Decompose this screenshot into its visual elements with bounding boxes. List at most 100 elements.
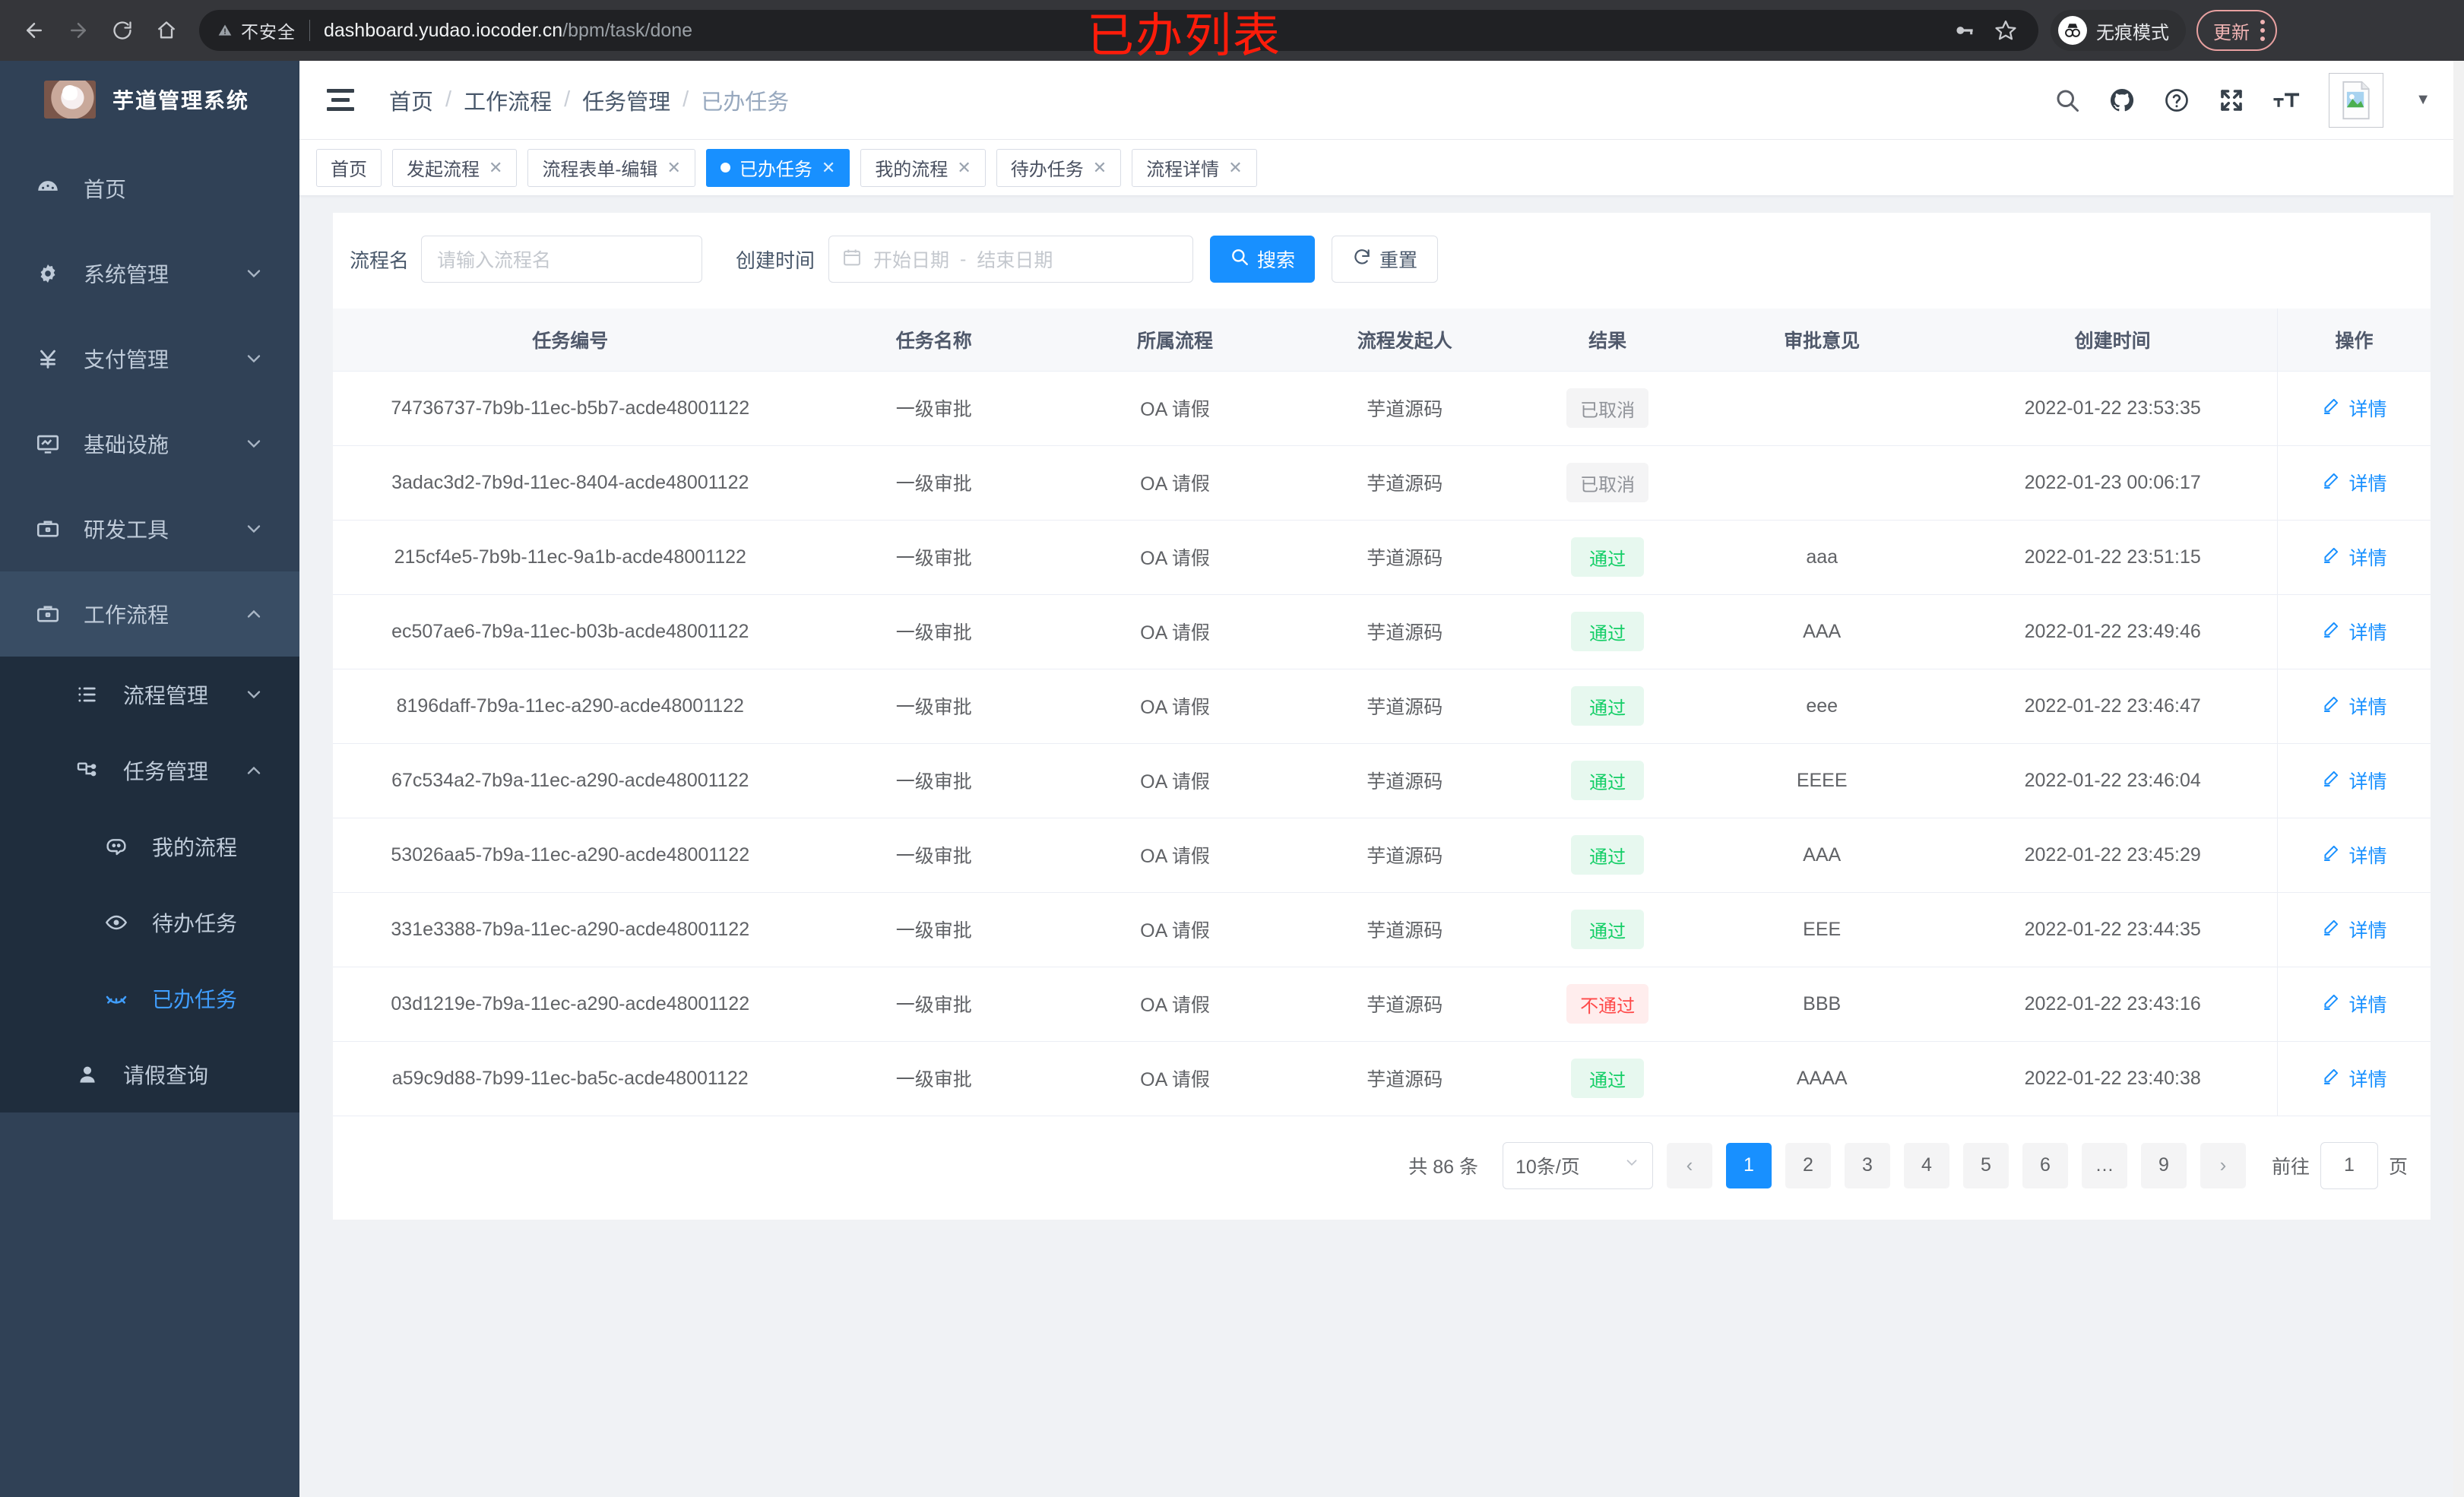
pagination-page-button[interactable]: 9 — [2140, 1142, 2187, 1188]
sidebar-item-my-process[interactable]: 我的流程 — [0, 809, 299, 885]
breadcrumb-item[interactable]: 工作流程 — [464, 90, 553, 115]
cell-initiator: 芋道源码 — [1290, 371, 1520, 446]
pagination-ellipsis[interactable]: … — [2081, 1142, 2127, 1188]
close-icon[interactable]: ✕ — [1228, 157, 1243, 177]
create-time-daterange[interactable]: 开始日期 - 结束日期 — [828, 236, 1194, 283]
pagination-next-button[interactable]: › — [2200, 1142, 2246, 1188]
detail-button[interactable]: 详情 — [2321, 916, 2387, 943]
detail-button[interactable]: 详情 — [2321, 394, 2387, 422]
detail-button[interactable]: 详情 — [2321, 618, 2387, 645]
sidebar-item-payment[interactable]: 支付管理 — [0, 316, 299, 401]
gear-icon — [30, 261, 65, 286]
page-size-select[interactable]: 10条/页 — [1502, 1141, 1653, 1189]
close-icon[interactable]: ✕ — [1092, 157, 1107, 177]
help-icon[interactable] — [2163, 87, 2190, 114]
tab-label: 发起流程 — [407, 160, 480, 180]
detail-button[interactable]: 详情 — [2321, 469, 2387, 496]
avatar[interactable] — [2329, 72, 2384, 128]
cell-initiator: 芋道源码 — [1290, 1041, 1520, 1116]
fullscreen-icon[interactable] — [2218, 87, 2245, 114]
breadcrumb: 首页 / 工作流程 / 任务管理 / 已办任务 — [389, 84, 789, 116]
tab-done-tasks[interactable]: 已办任务 ✕ — [705, 148, 850, 187]
hamburger-icon[interactable] — [327, 89, 354, 111]
pagination-page-button[interactable]: 5 — [1962, 1142, 2009, 1188]
end-date-placeholder: 结束日期 — [977, 250, 1053, 271]
table-row: 67c534a2-7b9a-11ec-a290-acde48001122 一级审批… — [333, 743, 2431, 818]
tab-label: 我的流程 — [875, 160, 949, 180]
breadcrumb-item[interactable]: 首页 — [389, 90, 434, 115]
sidebar-item-infrastructure[interactable]: 基础设施 — [0, 401, 299, 486]
cell-initiator: 芋道源码 — [1290, 892, 1520, 967]
chevron-down-icon — [243, 433, 264, 454]
brand[interactable]: 芋道管理系统 — [0, 61, 299, 138]
app-shell: 芋道管理系统 首页 系统管理 — [0, 61, 2464, 1497]
forward-arrow-icon[interactable] — [58, 10, 99, 51]
sidebar-item-home[interactable]: 首页 — [0, 146, 299, 231]
edit-pencil-icon — [2321, 1066, 2341, 1091]
pagination-page-button[interactable]: 3 — [1844, 1142, 1890, 1188]
tab-process-detail[interactable]: 流程详情 ✕ — [1132, 148, 1257, 187]
sidebar-item-process-management[interactable]: 流程管理 — [0, 657, 299, 733]
pagination-page-button[interactable]: 4 — [1903, 1142, 1949, 1188]
tab-home[interactable]: 首页 — [316, 148, 382, 187]
key-icon[interactable] — [1953, 20, 1975, 41]
sidebar-item-task-management[interactable]: 任务管理 — [0, 733, 299, 809]
table-body: 74736737-7b9b-11ec-b5b7-acde48001122 一级审批… — [333, 371, 2431, 1116]
detail-button[interactable]: 详情 — [2321, 1065, 2387, 1092]
cell-opinion: EEE — [1695, 892, 1949, 967]
cell-opinion: aaa — [1695, 520, 1949, 595]
edit-pencil-icon — [2321, 619, 2341, 644]
github-icon[interactable] — [2108, 87, 2136, 114]
reload-icon[interactable] — [102, 10, 143, 51]
sidebar-item-label: 任务管理 — [123, 760, 209, 783]
sidebar-item-workflow[interactable]: 工作流程 — [0, 571, 299, 657]
tab-process-form-edit[interactable]: 流程表单-编辑 ✕ — [527, 148, 695, 187]
sidebar-item-leave-query[interactable]: 请假查询 — [0, 1037, 299, 1112]
pagination-page-button[interactable]: 1 — [1725, 1142, 1772, 1188]
pagination-page-button[interactable]: 6 — [2022, 1142, 2068, 1188]
user-icon — [70, 1062, 105, 1087]
detail-button[interactable]: 详情 — [2321, 767, 2387, 794]
reset-button[interactable]: 重置 — [1332, 236, 1439, 283]
cell-result: 通过 — [1519, 892, 1696, 967]
home-icon[interactable] — [146, 10, 187, 51]
pagination-jump-input[interactable]: 1 — [2320, 1141, 2378, 1189]
search-button[interactable]: 搜索 — [1210, 236, 1316, 283]
table-row: 03d1219e-7b9a-11ec-a290-acde48001122 一级审批… — [333, 967, 2431, 1042]
tab-label: 流程表单-编辑 — [542, 160, 658, 180]
update-button[interactable]: 更新 — [2196, 10, 2277, 51]
chevron-down-icon[interactable]: ▼ — [2415, 91, 2431, 108]
tab-todo-tasks[interactable]: 待办任务 ✕ — [996, 148, 1122, 187]
table-header: 任务编号 任务名称 所属流程 流程发起人 结果 审批意见 创建时间 操作 — [333, 309, 2431, 372]
close-icon[interactable]: ✕ — [821, 157, 836, 177]
detail-button[interactable]: 详情 — [2321, 990, 2387, 1018]
pagination-page-button[interactable]: 2 — [1785, 1142, 1831, 1188]
back-arrow-icon[interactable] — [14, 10, 55, 51]
sidebar-item-done-tasks[interactable]: 已办任务 — [0, 961, 299, 1037]
breadcrumb-item[interactable]: 任务管理 — [582, 90, 671, 115]
browser-nav-buttons — [14, 10, 187, 51]
star-icon[interactable] — [1994, 19, 2017, 42]
page-scrollbar[interactable] — [2453, 61, 2464, 1497]
sidebar-item-system[interactable]: 系统管理 — [0, 231, 299, 316]
incognito-indicator[interactable]: 无痕模式 — [2051, 10, 2186, 51]
address-bar[interactable]: 不安全 dashboard.yudao.iocoder.cn/bpm/task/… — [199, 10, 2038, 51]
detail-button[interactable]: 详情 — [2321, 692, 2387, 720]
close-icon[interactable]: ✕ — [667, 157, 681, 177]
tab-label: 首页 — [331, 160, 367, 180]
detail-button[interactable]: 详情 — [2321, 543, 2387, 571]
tab-my-process[interactable]: 我的流程 ✕ — [860, 148, 986, 187]
close-icon[interactable]: ✕ — [957, 157, 971, 177]
kebab-menu-icon[interactable] — [2260, 20, 2265, 41]
pagination-prev-button[interactable]: ‹ — [1666, 1142, 1712, 1188]
detail-button[interactable]: 详情 — [2321, 841, 2387, 869]
close-icon[interactable]: ✕ — [489, 157, 503, 177]
font-size-icon[interactable] — [2272, 87, 2301, 114]
process-name-input[interactable]: 请输入流程名 — [421, 236, 703, 283]
sidebar-item-todo-tasks[interactable]: 待办任务 — [0, 885, 299, 961]
sidebar-item-devtools[interactable]: 研发工具 — [0, 486, 299, 571]
tab-start-process[interactable]: 发起流程 ✕ — [392, 148, 518, 187]
search-icon[interactable] — [2054, 87, 2081, 114]
column-header-opinion: 审批意见 — [1695, 309, 1949, 372]
detail-label: 详情 — [2348, 473, 2387, 495]
